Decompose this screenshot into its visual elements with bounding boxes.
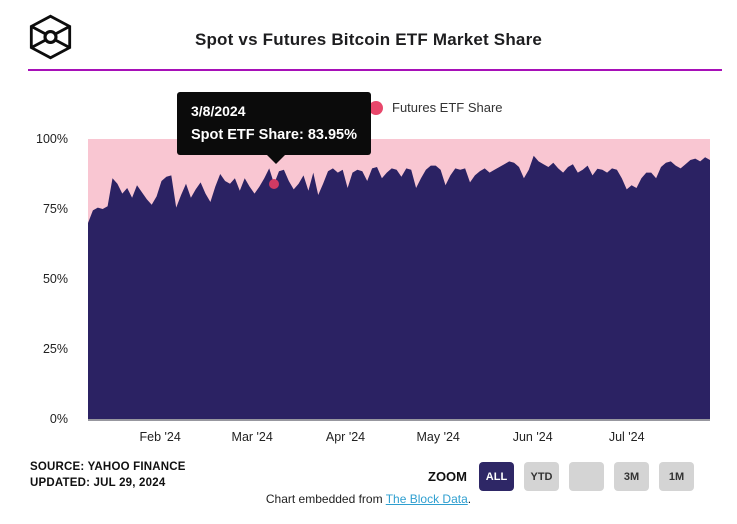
zoom-button-1m[interactable]: 1M	[659, 462, 694, 491]
legend-label: Futures ETF Share	[392, 100, 503, 115]
page-title: Spot vs Futures Bitcoin ETF Market Share	[194, 30, 543, 49]
zoom-button-ytd[interactable]: YTD	[524, 462, 559, 491]
chart-tooltip: 3/8/2024 Spot ETF Share: 83.95%	[177, 92, 371, 164]
the-block-data-link[interactable]: The Block Data	[385, 492, 468, 506]
x-axis-line	[88, 419, 710, 421]
y-tick-label: 25%	[42, 342, 68, 356]
the-block-logo	[29, 14, 72, 60]
y-tick-label: 75%	[42, 202, 68, 216]
x-tick-label: Jul '24	[608, 430, 645, 444]
embed-suffix: .	[467, 492, 472, 506]
legend-item-futures[interactable]: Futures ETF Share	[369, 100, 503, 115]
y-tick-label: 50%	[42, 272, 68, 286]
x-tick-label: May '24	[416, 430, 460, 444]
zoom-button-all[interactable]: ALL	[479, 462, 514, 491]
zoom-label: ZOOM	[428, 469, 467, 484]
x-axis: Feb '24 Mar '24 Apr '24 May '24 Jun '24 Jul '…	[88, 430, 710, 448]
chart-plot-area[interactable]	[88, 139, 710, 419]
zoom-button-6m[interactable]	[569, 462, 604, 491]
embed-attribution: Chart embedded from The Block Data.	[0, 492, 737, 506]
y-axis: 0% 25% 50% 75% 100%	[24, 132, 78, 426]
updated-line: UPDATED: JUL 29, 2024	[30, 477, 166, 489]
spot-area	[88, 155, 710, 419]
source-block: SOURCE: YAHOO FINANCE UPDATED: JUL 29, 2…	[30, 459, 186, 491]
x-tick-label: Apr '24	[325, 430, 366, 444]
x-tick-label: Feb '24	[139, 430, 181, 444]
tooltip-date: 3/8/2024	[191, 103, 246, 119]
y-tick-label: 100%	[36, 132, 68, 146]
zoom-button-3m[interactable]: 3M	[614, 462, 649, 491]
tooltip-value: Spot ETF Share: 83.95%	[191, 127, 357, 143]
x-tick-label: Jun '24	[512, 430, 553, 444]
legend-marker-icon	[369, 100, 383, 115]
zoom-controls: ZOOM ALL YTD 3M 1M	[428, 462, 694, 491]
source-line: SOURCE: YAHOO FINANCE	[30, 461, 186, 473]
stacked-area-svg	[88, 139, 710, 419]
y-tick-label: 0%	[49, 412, 68, 426]
embed-prefix: Chart embedded from	[265, 492, 386, 506]
hover-point-marker	[269, 179, 279, 189]
x-tick-label: Mar '24	[231, 430, 273, 444]
header-accent-rule	[28, 69, 722, 71]
